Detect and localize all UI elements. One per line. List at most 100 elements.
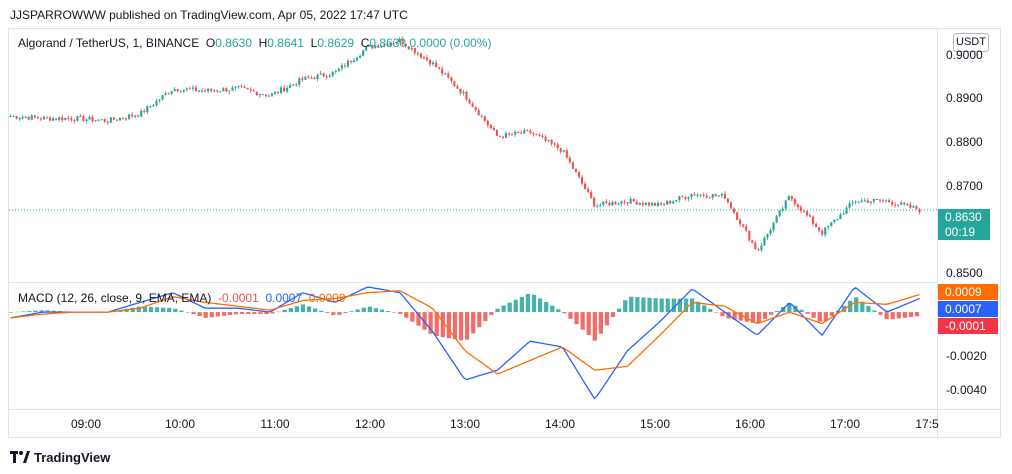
candle bbox=[486, 120, 489, 126]
macd-hist-bar bbox=[799, 309, 804, 313]
macd-hist-bar bbox=[805, 312, 810, 314]
candle bbox=[106, 121, 109, 123]
candle bbox=[352, 60, 356, 63]
candle bbox=[146, 106, 149, 113]
candle bbox=[453, 81, 456, 87]
candle bbox=[714, 194, 717, 196]
candle bbox=[407, 46, 410, 50]
symbol-legend[interactable]: Algorand / TetherUS, 1, BINANCE O0.8630 … bbox=[18, 36, 491, 50]
candle bbox=[301, 78, 304, 80]
candle bbox=[556, 144, 559, 149]
candle bbox=[678, 196, 681, 201]
candle bbox=[313, 77, 316, 79]
candle bbox=[818, 226, 821, 231]
tradingview-footer[interactable]: TradingView bbox=[10, 450, 110, 466]
candle bbox=[653, 202, 657, 206]
symbol-name[interactable]: Algorand / TetherUS, 1, BINANCE bbox=[18, 36, 200, 50]
macd-hist-tag: -0.0001 bbox=[938, 318, 998, 334]
macd-hist-bar bbox=[428, 312, 433, 334]
chart-frame[interactable] bbox=[8, 28, 1001, 438]
candle bbox=[693, 194, 696, 196]
macd-histogram bbox=[9, 293, 920, 341]
candle bbox=[769, 230, 772, 234]
macd-hist-bar bbox=[458, 312, 464, 341]
macd-hist-bar bbox=[902, 312, 908, 318]
candle bbox=[328, 75, 331, 77]
pane-separator[interactable] bbox=[8, 282, 938, 283]
candle bbox=[103, 119, 106, 122]
candle bbox=[632, 198, 635, 202]
macd-hist-bar bbox=[696, 301, 701, 313]
close-value: 0.8630 bbox=[369, 36, 407, 50]
bar-countdown: 00:19 bbox=[945, 225, 976, 239]
macd-hist-bar bbox=[209, 312, 214, 318]
price-scale-separator bbox=[937, 28, 938, 438]
candle bbox=[529, 130, 532, 133]
candle bbox=[483, 116, 486, 121]
candle bbox=[611, 201, 614, 206]
macd-indicator-name[interactable]: MACD (12, 26, close, 9, EMA, EMA) bbox=[18, 291, 212, 305]
candle bbox=[918, 209, 921, 213]
candle bbox=[115, 119, 118, 121]
macd-hist-bar bbox=[580, 312, 585, 330]
macd-hist-bar bbox=[154, 307, 160, 313]
candle bbox=[292, 84, 295, 86]
candle bbox=[599, 204, 602, 206]
candle bbox=[720, 193, 723, 196]
candle bbox=[9, 116, 12, 118]
macd-hist-bar bbox=[872, 310, 877, 313]
candle bbox=[200, 90, 204, 92]
candle bbox=[225, 88, 228, 92]
candle bbox=[647, 202, 650, 206]
macd-hist-bar bbox=[471, 312, 476, 334]
macd-hist-bar bbox=[817, 312, 822, 322]
candle bbox=[884, 200, 888, 202]
candle bbox=[334, 70, 337, 72]
open-value: 0.8630 bbox=[215, 36, 252, 50]
candlestick-series bbox=[9, 36, 921, 253]
macd-legend[interactable]: MACD (12, 26, close, 9, EMA, EMA) -0.000… bbox=[18, 291, 346, 305]
macd-hist-bar bbox=[483, 312, 488, 322]
candle bbox=[377, 45, 380, 48]
candle bbox=[33, 115, 36, 118]
candle bbox=[812, 216, 815, 224]
macd-hist-bar bbox=[185, 312, 190, 313]
candle bbox=[155, 100, 158, 106]
candle bbox=[304, 76, 307, 80]
time-tick: 14:00 bbox=[544, 417, 576, 431]
candle bbox=[587, 189, 590, 192]
candle bbox=[854, 201, 857, 203]
low-label: L bbox=[310, 36, 318, 50]
time-tick: 15:00 bbox=[639, 417, 671, 431]
candle bbox=[508, 133, 511, 135]
candle bbox=[249, 89, 252, 91]
candle bbox=[675, 200, 678, 202]
macd-hist-bar bbox=[495, 308, 500, 313]
currency-button[interactable]: USDT bbox=[953, 33, 989, 52]
macd-hist-bar bbox=[659, 298, 664, 313]
candle bbox=[757, 249, 760, 251]
candle bbox=[650, 202, 654, 206]
macd-hist-bar bbox=[446, 312, 452, 339]
macd-hist-bar bbox=[465, 312, 470, 340]
macd-hist-bar bbox=[823, 312, 828, 322]
macd-hist-bar bbox=[489, 312, 494, 315]
chart-plot-area[interactable] bbox=[9, 29, 937, 409]
candle bbox=[404, 44, 407, 47]
macd-hist-bar bbox=[525, 293, 531, 313]
macd-hist-bar bbox=[750, 312, 756, 323]
candle bbox=[897, 204, 900, 206]
macd-hist-bar bbox=[294, 306, 300, 313]
macd-hist-bar bbox=[811, 312, 816, 318]
candle bbox=[906, 204, 909, 206]
candle bbox=[590, 191, 593, 198]
macd-hist-bar bbox=[45, 310, 50, 313]
candle bbox=[827, 226, 830, 228]
candle bbox=[216, 90, 219, 92]
candle bbox=[580, 176, 584, 184]
candle bbox=[881, 200, 885, 202]
macd-hist-bar bbox=[604, 312, 610, 326]
macd-hist-bar bbox=[860, 301, 865, 313]
candle bbox=[900, 202, 903, 205]
candle bbox=[690, 194, 693, 198]
